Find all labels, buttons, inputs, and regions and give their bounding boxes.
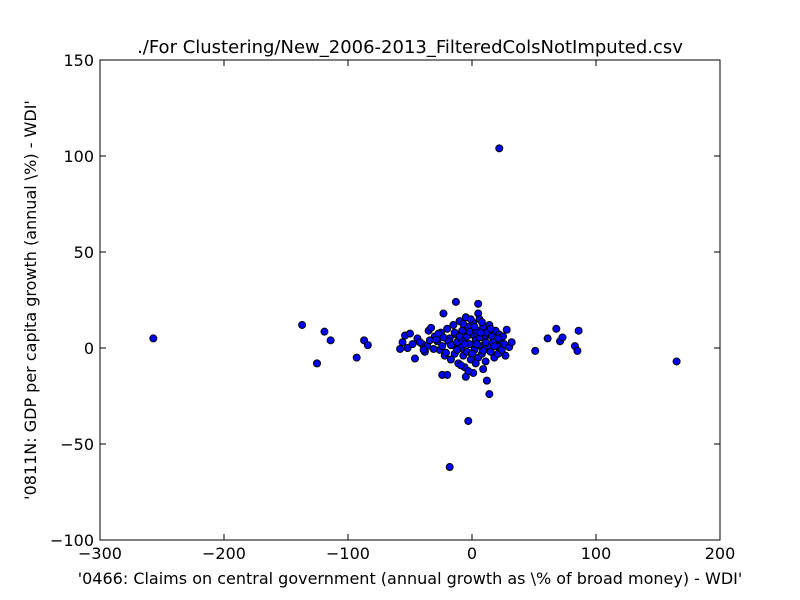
data-point: [552, 324, 561, 333]
data-point: [672, 357, 681, 366]
data-point: [445, 463, 454, 472]
data-point: [495, 144, 504, 153]
y-tick-label: 100: [63, 147, 94, 166]
data-point: [481, 338, 490, 347]
data-point: [490, 342, 499, 351]
data-point: [558, 333, 567, 342]
data-point: [494, 334, 503, 343]
data-point: [465, 327, 474, 336]
x-tick-label: 100: [581, 544, 612, 563]
data-point: [408, 340, 417, 349]
x-tick-label: 200: [705, 544, 736, 563]
x-tick-label: −200: [202, 544, 246, 563]
data-point: [446, 355, 455, 364]
data-point: [472, 340, 481, 349]
data-point: [482, 376, 491, 385]
data-point: [443, 324, 452, 333]
x-tick-label: −100: [326, 544, 370, 563]
data-point: [456, 361, 465, 370]
y-tick-label: −50: [60, 435, 94, 454]
y-axis-ticks: −100 −50 0 50 100 150: [50, 51, 720, 550]
data-point: [451, 297, 460, 306]
data-point: [398, 338, 407, 347]
data-point: [474, 299, 483, 308]
data-point: [449, 320, 458, 329]
data-point: [459, 320, 468, 328]
x-axis-label: '0466: Claims on central government (ann…: [78, 569, 743, 588]
data-point: [427, 323, 436, 332]
data-point: [363, 341, 372, 350]
data-point: [481, 357, 490, 366]
data-point: [455, 332, 464, 341]
y-axis-label: '0811N: GDP per capita growth (annual \%…: [21, 100, 40, 500]
data-point: [149, 334, 158, 343]
x-tick-label: −300: [78, 544, 122, 563]
data-point: [438, 342, 447, 351]
data-point: [453, 345, 462, 354]
data-point: [415, 338, 424, 347]
data-point: [439, 333, 448, 342]
data-point: [443, 370, 452, 379]
x-axis-ticks: −300 −200 −100 0 100 200: [78, 60, 735, 563]
data-point: [573, 346, 582, 355]
data-point: [298, 320, 307, 329]
data-point: [439, 309, 448, 318]
data-point: [326, 336, 335, 345]
data-point: [446, 341, 455, 350]
data-point: [470, 322, 479, 331]
data-point: [464, 367, 473, 376]
data-point: [410, 354, 419, 363]
data-point: [486, 324, 495, 333]
y-tick-label: 50: [74, 243, 94, 262]
data-point: [320, 327, 329, 336]
data-point: [507, 338, 516, 347]
data-point: [471, 359, 480, 368]
data-point: [419, 345, 428, 354]
data-point: [502, 325, 511, 334]
y-tick-label: 0: [84, 339, 94, 358]
data-point: [406, 329, 414, 338]
data-point: [485, 390, 494, 399]
y-tick-label: 150: [63, 51, 94, 70]
data-point: [479, 346, 488, 355]
data-point: [466, 315, 475, 324]
chart-title: ./For Clustering/New_2006-2013_FilteredC…: [137, 37, 683, 58]
data-point: [501, 351, 510, 360]
data-point: [476, 328, 485, 337]
y-tick-label: −100: [50, 531, 94, 550]
data-point: [441, 348, 450, 357]
data-point: [479, 365, 488, 374]
data-point: [352, 353, 361, 362]
data-point: [425, 336, 434, 345]
data-point: [477, 318, 486, 327]
data-point: [543, 334, 552, 343]
data-point: [396, 344, 405, 353]
data-point: [574, 326, 583, 335]
data-points: [149, 144, 681, 472]
data-point: [464, 416, 473, 425]
data-point: [313, 359, 321, 368]
data-point: [468, 349, 476, 358]
plot-frame: [99, 59, 721, 541]
data-point: [460, 340, 469, 349]
x-tick-label: 0: [467, 544, 477, 563]
data-point: [531, 346, 540, 355]
